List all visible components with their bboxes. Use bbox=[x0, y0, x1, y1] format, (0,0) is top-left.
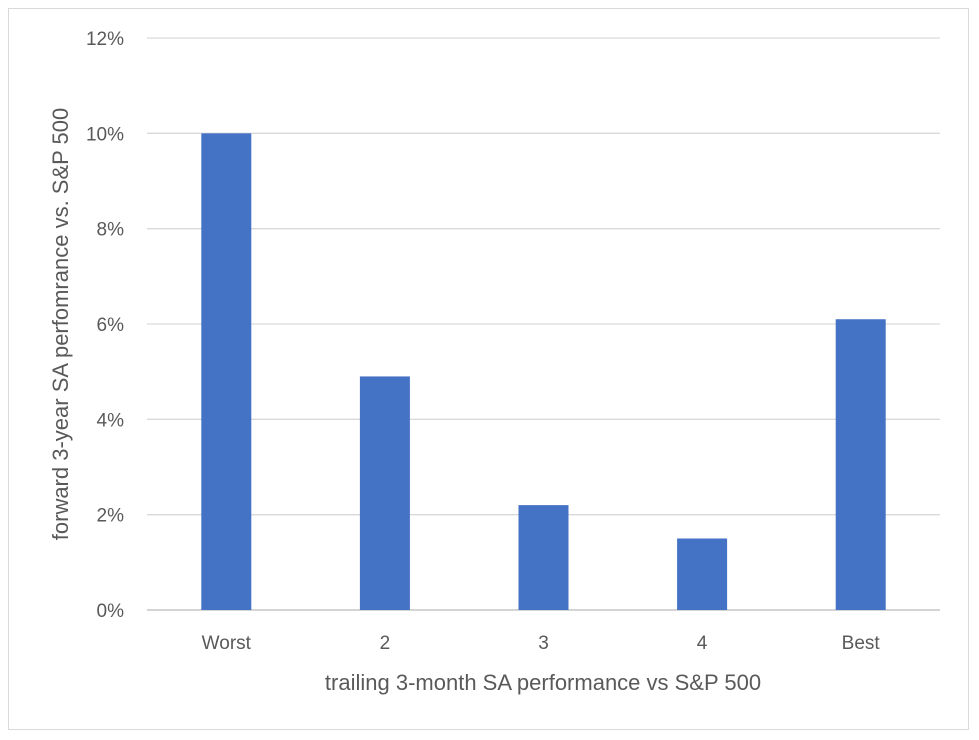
y-tick-label: 6% bbox=[97, 315, 125, 336]
y-tick-label: 2% bbox=[97, 506, 125, 527]
y-tick-label: 0% bbox=[97, 601, 125, 622]
y-tick-label: 8% bbox=[97, 220, 125, 241]
x-axis-ticks: Worst 2 3 4 Best bbox=[202, 633, 881, 654]
x-axis-title: trailing 3-month SA performance vs S&P 5… bbox=[325, 670, 761, 695]
y-axis-ticks: 0% 2% 4% 6% 8% 10% 12% bbox=[86, 29, 124, 622]
gridlines bbox=[147, 37, 940, 611]
bars bbox=[201, 133, 886, 611]
y-tick-label: 12% bbox=[86, 29, 124, 50]
x-tick-label: 3 bbox=[538, 633, 549, 654]
bar bbox=[201, 133, 252, 611]
y-axis-title: forward 3-year SA perfomrance vs. S&P 50… bbox=[48, 108, 73, 540]
x-tick-label: Worst bbox=[202, 633, 252, 654]
y-tick-label: 10% bbox=[86, 124, 124, 145]
y-tick-label: 4% bbox=[97, 410, 125, 431]
bar bbox=[359, 376, 410, 610]
bar bbox=[677, 538, 728, 610]
bar bbox=[835, 319, 886, 610]
x-tick-label: Best bbox=[842, 633, 881, 654]
x-tick-label: 2 bbox=[380, 633, 391, 654]
x-tick-label: 4 bbox=[697, 633, 708, 654]
bar bbox=[518, 505, 569, 610]
